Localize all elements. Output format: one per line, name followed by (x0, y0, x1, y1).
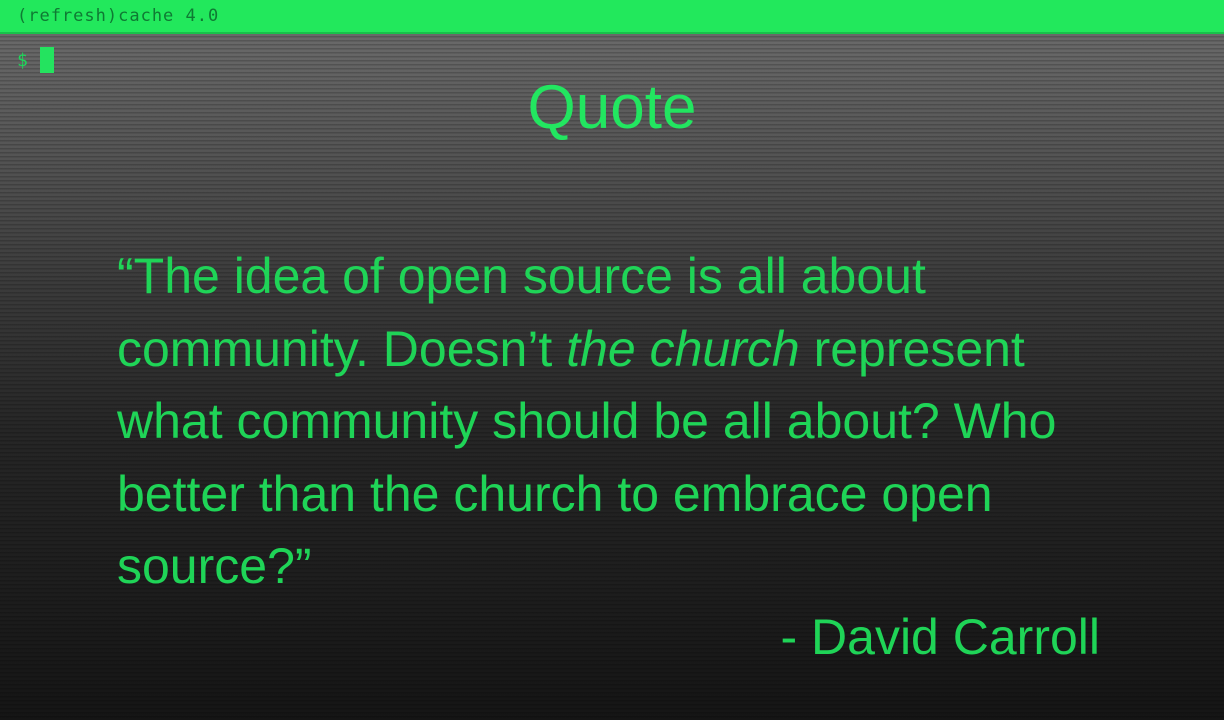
quote-part-1: “The idea of open source is all about co… (117, 248, 926, 377)
cursor-block (39, 47, 54, 73)
quote-part-2: represent what community should be all a… (117, 320, 1057, 595)
terminal-prompt-line[interactable]: $ (17, 46, 54, 74)
prompt-symbol: $ (17, 49, 28, 71)
quote-text: “The idea of open source is all about co… (117, 240, 1097, 603)
quote-author: - David Carroll (780, 609, 1100, 665)
quote-emphasis: the church (566, 320, 800, 377)
slide-title: Quote (527, 73, 697, 142)
window-title-bar: (refresh)cache 4.0 (0, 0, 1224, 34)
window-title: (refresh)cache 4.0 (17, 6, 220, 26)
